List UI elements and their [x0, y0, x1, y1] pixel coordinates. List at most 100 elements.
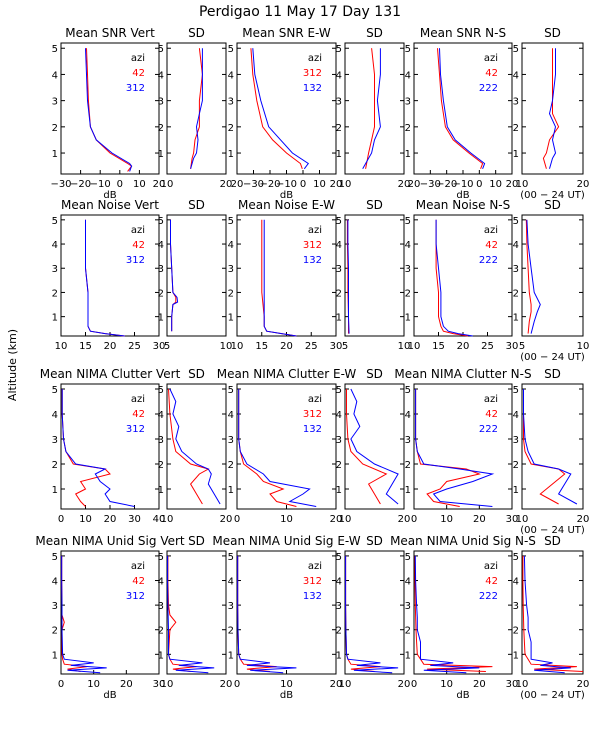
y-tick-label: 4 — [336, 70, 342, 81]
plot-frame — [413, 550, 513, 675]
y-tick-label: 5 — [52, 385, 58, 396]
legend-title: azi — [484, 225, 498, 236]
series-line-red — [238, 389, 297, 507]
y-tick-label: 4 — [158, 410, 164, 421]
series-line-red — [61, 555, 88, 672]
x-tick-label: 0 — [411, 514, 417, 525]
series-line-blue — [350, 388, 399, 505]
x-tick-label: −20 — [70, 179, 91, 190]
y-tick-label: 4 — [228, 577, 234, 588]
y-tick-label: 5 — [52, 216, 58, 227]
x-tick-label: 20 — [330, 179, 343, 190]
x-tick-label: 20 — [220, 514, 233, 525]
x-tick-label: 10 — [220, 341, 233, 352]
series-line-red — [345, 555, 381, 672]
x-tick-label: 20 — [473, 514, 486, 525]
x-axis-label: (00 − 24 UT) — [520, 525, 585, 536]
y-tick-label: 5 — [228, 385, 234, 396]
panel-title: SD — [188, 534, 205, 548]
legend-entry: 312 — [126, 424, 145, 435]
y-tick-label: 3 — [228, 435, 234, 446]
x-tick-label: 25 — [128, 341, 141, 352]
y-tick-label: 4 — [405, 70, 411, 81]
legend-entry: 42 — [132, 240, 145, 251]
legend-entry: 42 — [485, 240, 498, 251]
legend-entry: 312 — [126, 83, 145, 94]
y-tick-label: 3 — [52, 601, 58, 612]
y-tick-label: 2 — [405, 460, 411, 471]
y-tick-label: 2 — [336, 123, 342, 134]
y-tick-label: 3 — [405, 435, 411, 446]
panel-r2-c3: SD 1 2 3 4 5 10 20 — [336, 367, 411, 525]
series-line-blue — [85, 219, 125, 337]
x-tick-label: 10 — [516, 179, 529, 190]
panel-title: Mean Noise Vert — [61, 198, 159, 212]
figure-title: Perdigao 11 May 17 Day 131 — [199, 4, 401, 20]
x-tick-label: 0 — [234, 514, 240, 525]
y-tick-label: 3 — [52, 435, 58, 446]
legend-title: azi — [484, 561, 498, 572]
panel-title: SD — [188, 26, 205, 40]
panel-title: SD — [544, 534, 561, 548]
x-tick-label: 30 — [506, 679, 519, 690]
legend-title: azi — [131, 53, 145, 64]
x-tick-label: 20 — [506, 179, 519, 190]
x-axis-label: dB — [103, 690, 116, 701]
series-line-blue — [548, 48, 557, 169]
y-tick-label: 3 — [513, 264, 519, 275]
panel-title: SD — [544, 26, 561, 40]
series-line-blue — [190, 48, 203, 169]
legend-title: azi — [131, 225, 145, 236]
y-tick-label: 5 — [228, 44, 234, 55]
y-tick-label: 2 — [405, 288, 411, 299]
x-axis-label: dB — [456, 190, 469, 201]
legend-entry: 42 — [485, 409, 498, 420]
figure-ylabel: Altitude (km) — [6, 329, 19, 401]
panel-title: SD — [366, 534, 383, 548]
x-axis-label: dB — [280, 690, 293, 701]
x-tick-label: 10 — [161, 514, 174, 525]
panel-r1-c1: SD 1 2 3 4 5 5 10 — [158, 198, 233, 352]
y-tick-label: 2 — [228, 288, 234, 299]
y-tick-label: 1 — [405, 485, 411, 496]
panel-title: SD — [544, 367, 561, 381]
x-tick-label: 20 — [398, 179, 411, 190]
y-tick-label: 2 — [158, 460, 164, 471]
panel-title: Mean NIMA Clutter E-W — [217, 367, 357, 381]
x-tick-label: 10 — [161, 679, 174, 690]
plot-frame — [166, 214, 227, 337]
panel-r0-c1: SD 1 2 3 4 5 10 20 — [158, 26, 233, 190]
panel-title: SD — [366, 198, 383, 212]
x-axis-label: (00 − 24 UT) — [520, 352, 585, 363]
series-line-red — [522, 555, 584, 672]
panel-title: Mean SNR E-W — [242, 26, 331, 40]
y-tick-label: 2 — [513, 288, 519, 299]
y-tick-label: 5 — [228, 552, 234, 563]
y-tick-label: 5 — [228, 216, 234, 227]
legend-entry: 42 — [132, 409, 145, 420]
x-tick-label: 20 — [120, 679, 133, 690]
series-line-red — [170, 219, 177, 332]
plot-frame — [166, 383, 227, 510]
y-tick-label: 1 — [513, 149, 519, 160]
x-tick-label: 20 — [473, 679, 486, 690]
series-line-blue — [345, 555, 399, 674]
x-tick-label: 5 — [164, 341, 170, 352]
y-tick-label: 5 — [336, 216, 342, 227]
series-line-red — [85, 219, 125, 337]
legend-title: azi — [308, 53, 322, 64]
x-tick-label: 20 — [220, 179, 233, 190]
y-tick-label: 2 — [228, 460, 234, 471]
y-tick-label: 2 — [336, 288, 342, 299]
y-tick-label: 4 — [405, 577, 411, 588]
x-tick-label: 20 — [153, 179, 166, 190]
series-line-blue — [414, 555, 480, 674]
x-tick-label: 10 — [440, 679, 453, 690]
series-line-blue — [85, 48, 133, 172]
legend-entry: 42 — [132, 68, 145, 79]
y-tick-label: 1 — [158, 149, 164, 160]
x-tick-label: 10 — [516, 679, 529, 690]
series-line-red — [346, 389, 388, 505]
